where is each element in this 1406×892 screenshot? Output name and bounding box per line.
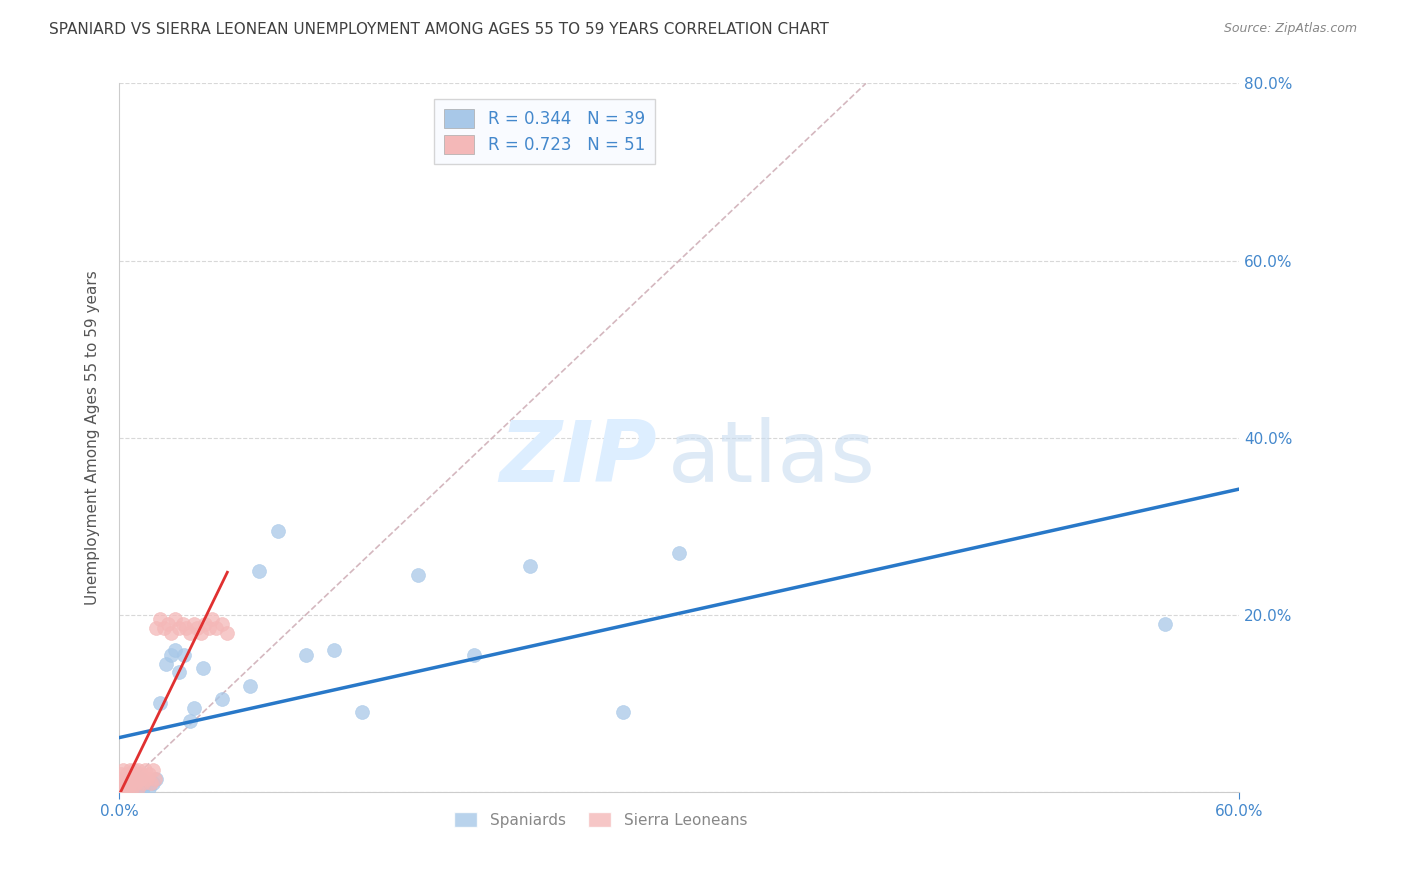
Point <box>120 763 142 777</box>
Point <box>149 612 172 626</box>
Point <box>205 621 228 635</box>
Point <box>197 621 219 635</box>
Point <box>167 621 190 635</box>
Point <box>128 772 150 786</box>
Point <box>131 767 153 781</box>
Point <box>201 612 224 626</box>
Point <box>211 692 233 706</box>
Point <box>122 772 145 786</box>
Point <box>174 621 197 635</box>
Point <box>294 648 316 662</box>
Point <box>183 701 205 715</box>
Text: Source: ZipAtlas.com: Source: ZipAtlas.com <box>1223 22 1357 36</box>
Point <box>108 776 131 790</box>
Point <box>117 776 139 790</box>
Point <box>217 625 239 640</box>
Point <box>115 776 138 790</box>
Point <box>406 568 429 582</box>
Point <box>190 625 212 640</box>
Point <box>111 763 134 777</box>
Point <box>114 772 136 786</box>
Point <box>156 616 179 631</box>
Point <box>108 780 131 795</box>
Point <box>122 763 145 777</box>
Point <box>114 780 136 795</box>
Point <box>1153 616 1175 631</box>
Point <box>155 657 177 671</box>
Point <box>125 776 148 790</box>
Point <box>139 776 162 790</box>
Point <box>247 564 270 578</box>
Point <box>211 616 233 631</box>
Point <box>110 780 132 795</box>
Point <box>149 697 172 711</box>
Text: atlas: atlas <box>668 417 876 500</box>
Point <box>167 665 190 680</box>
Point <box>179 625 201 640</box>
Point <box>668 546 690 560</box>
Point <box>179 714 201 728</box>
Point <box>183 616 205 631</box>
Point <box>143 772 166 786</box>
Point <box>115 767 138 781</box>
Text: SPANIARD VS SIERRA LEONEAN UNEMPLOYMENT AMONG AGES 55 TO 59 YEARS CORRELATION CH: SPANIARD VS SIERRA LEONEAN UNEMPLOYMENT … <box>49 22 830 37</box>
Point <box>165 643 187 657</box>
Point <box>138 767 160 781</box>
Point <box>131 772 153 786</box>
Point <box>173 648 195 662</box>
Legend: Spaniards, Sierra Leoneans: Spaniards, Sierra Leoneans <box>449 805 754 834</box>
Point <box>160 648 183 662</box>
Point <box>138 780 160 795</box>
Point <box>127 763 149 777</box>
Point <box>322 643 344 657</box>
Point <box>121 776 143 790</box>
Point <box>142 763 165 777</box>
Point <box>127 780 149 795</box>
Point <box>239 679 262 693</box>
Point <box>136 776 159 790</box>
Point <box>120 776 142 790</box>
Point <box>136 772 159 786</box>
Point <box>122 780 145 795</box>
Point <box>145 621 167 635</box>
Point <box>121 767 143 781</box>
Point <box>132 776 155 790</box>
Point <box>114 772 136 786</box>
Y-axis label: Unemployment Among Ages 55 to 59 years: Unemployment Among Ages 55 to 59 years <box>86 270 100 605</box>
Point <box>519 559 541 574</box>
Point <box>128 776 150 790</box>
Point <box>612 705 634 719</box>
Point <box>117 772 139 786</box>
Point <box>160 625 183 640</box>
Point <box>142 776 165 790</box>
Point <box>115 780 138 795</box>
Point <box>134 763 156 777</box>
Point <box>186 621 208 635</box>
Point <box>125 767 148 781</box>
Point <box>120 780 142 795</box>
Point <box>108 772 131 786</box>
Point <box>110 767 132 781</box>
Point <box>463 648 485 662</box>
Point <box>165 612 187 626</box>
Point <box>267 524 290 538</box>
Point <box>110 776 132 790</box>
Point <box>111 780 134 795</box>
Point <box>194 616 217 631</box>
Text: ZIP: ZIP <box>499 417 657 500</box>
Point <box>127 780 149 795</box>
Point <box>145 772 167 786</box>
Point <box>111 776 134 790</box>
Point <box>117 780 139 795</box>
Point <box>121 780 143 795</box>
Point <box>191 661 214 675</box>
Point <box>153 621 176 635</box>
Point <box>132 780 155 795</box>
Point <box>172 616 194 631</box>
Point <box>350 705 373 719</box>
Point <box>125 776 148 790</box>
